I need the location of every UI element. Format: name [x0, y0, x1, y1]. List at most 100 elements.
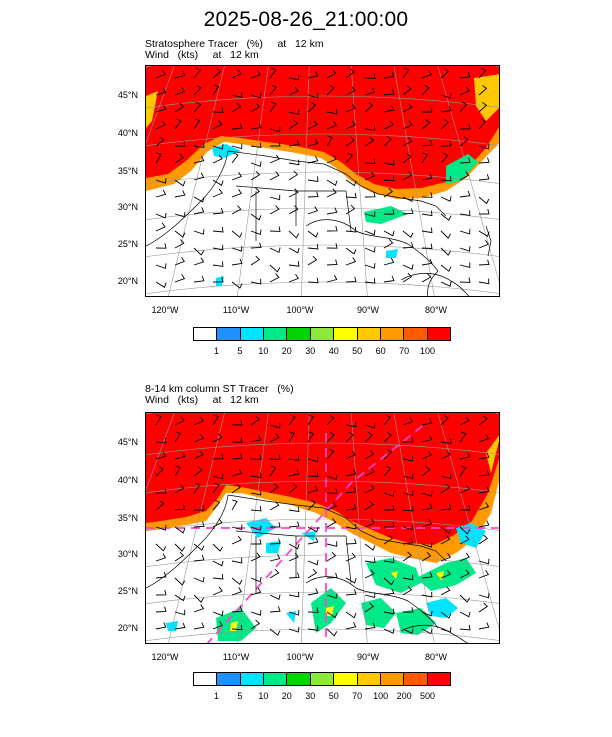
wind-barb [383, 628, 395, 634]
panel-2-field-label: 8-14 km column ST Tracer (%) [145, 383, 294, 395]
wind-barb [174, 274, 186, 283]
wind-barb [288, 205, 299, 215]
panel-2-colorbar [193, 672, 451, 686]
colorbar-tick-label: 1 [213, 691, 219, 701]
wind-barb [288, 261, 300, 267]
colorbar-segment [310, 328, 335, 340]
wind-barb [402, 242, 414, 249]
wind-barb [440, 281, 452, 287]
wind-barb [440, 196, 452, 202]
wind-barb [288, 119, 299, 130]
lat-label: 45°N [117, 90, 138, 100]
wind-barb [269, 594, 281, 600]
wind-barb [326, 414, 335, 426]
wind-barb [155, 189, 167, 198]
latitude-line [146, 628, 499, 641]
wind-barb [459, 526, 471, 535]
panel-1-field-label: Stratosphere Tracer (%) at 12 km [145, 38, 324, 50]
wind-barb [364, 87, 376, 96]
tracer-fill-cyan-1 [364, 154, 478, 224]
latitude-line [146, 133, 499, 146]
wind-barb [383, 275, 395, 283]
wind-barb [364, 229, 376, 236]
wind-barb [269, 154, 280, 164]
wind-barb [345, 552, 356, 562]
wind-barb [345, 257, 357, 266]
wind-barb [193, 576, 205, 583]
wind-barb [478, 486, 490, 494]
wind-barb [326, 611, 338, 619]
longitude-line [437, 66, 499, 283]
wind-barb [402, 524, 414, 531]
wind-barb [231, 281, 243, 289]
wind-barb [459, 136, 469, 147]
wind-barb [288, 521, 300, 528]
wind-barb [212, 518, 223, 528]
wind-barb [212, 107, 224, 113]
wind-barb [307, 230, 319, 238]
wind-barb [231, 189, 242, 198]
colorbar-segment [357, 673, 381, 685]
wind-barb [231, 524, 243, 531]
colorbar-segment [287, 328, 311, 340]
wind-barb [478, 470, 490, 477]
wind-barb [307, 138, 319, 147]
wind-barb [212, 433, 223, 443]
wind-barb [212, 586, 223, 596]
wind-barb [478, 570, 490, 579]
colorbar-tick-label: 1 [213, 346, 219, 356]
wind-barb [383, 534, 394, 545]
wind-barb [383, 577, 395, 586]
wind-barb [231, 535, 242, 545]
wind-barb [288, 86, 299, 96]
wind-barb [193, 247, 205, 256]
wind-barb [269, 538, 281, 545]
wind-barb [440, 569, 451, 579]
wind-barb [402, 455, 414, 462]
wind-barb [269, 205, 280, 215]
wind-barb [155, 622, 167, 630]
wind-barb [440, 438, 452, 445]
wind-barb [459, 535, 470, 545]
wind-barb [364, 158, 376, 165]
wind-barb [440, 230, 452, 239]
wind-barb [212, 154, 223, 164]
lon-label: 100°W [286, 305, 314, 315]
wind-barb [212, 482, 220, 494]
wind-barb [478, 278, 490, 285]
wind-barb [364, 211, 376, 217]
wind-barb [288, 109, 300, 115]
wind-barb [459, 484, 470, 494]
wind-barb [326, 572, 338, 579]
colorbar-segment [334, 328, 358, 340]
colorbar-segment [287, 673, 311, 685]
wind-barb [212, 120, 223, 130]
wind-barb [193, 207, 205, 215]
wind-barb [383, 588, 395, 596]
wind-barb [193, 172, 205, 181]
wind-barb [326, 135, 333, 147]
wind-barb [288, 273, 299, 283]
wind-barb [231, 69, 242, 79]
wind-barb [384, 521, 395, 528]
wind-barb [364, 191, 376, 198]
wind-barb [421, 434, 433, 443]
wind-barb [345, 103, 356, 113]
wind-barb [174, 118, 182, 130]
wind-barb [345, 503, 357, 511]
wind-barb [212, 574, 224, 580]
wind-barb [288, 572, 300, 579]
wind-barb [155, 178, 167, 184]
tracer-fill-red [146, 66, 499, 189]
colorbar-segment [404, 673, 428, 685]
wind-barb [155, 120, 166, 130]
wind-barb [440, 152, 449, 164]
wind-barb [155, 500, 165, 511]
wind-barb [421, 572, 433, 579]
wind-barb [250, 255, 261, 266]
wind-barb [193, 196, 205, 203]
wind-barb [478, 534, 489, 545]
panel-1-map [145, 65, 500, 297]
wind-barb [307, 71, 319, 79]
wind-barb [440, 586, 451, 596]
